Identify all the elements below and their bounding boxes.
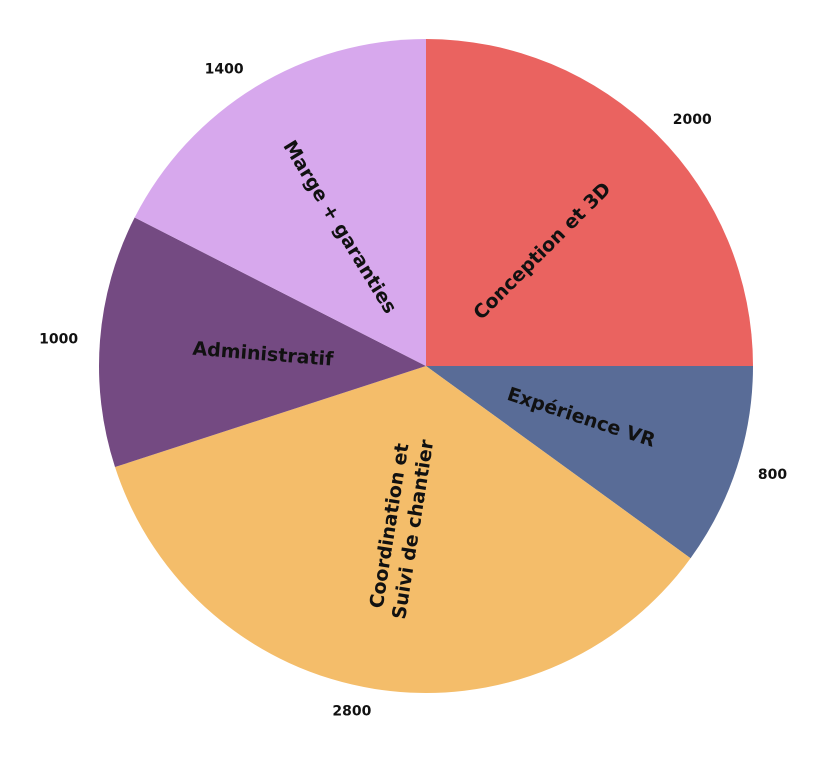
pie-slice-marge-garanties [134, 39, 426, 366]
value-label-marge-garanties: 1400 [205, 61, 244, 77]
value-label-administratif: 1000 [39, 332, 78, 348]
pie-slice-administratif [98, 217, 426, 468]
pie-slice-experience-vr [426, 366, 753, 559]
pie-slice-coordination-et-suivi-de-chantier [115, 366, 691, 694]
pie-slice-conception-et-3d [426, 39, 753, 366]
value-label-experience-vr: 800 [758, 467, 787, 483]
value-label-coordination-et-suivi-de-chantier: 2800 [332, 704, 371, 720]
value-label-conception-et-3d: 2000 [673, 112, 712, 128]
